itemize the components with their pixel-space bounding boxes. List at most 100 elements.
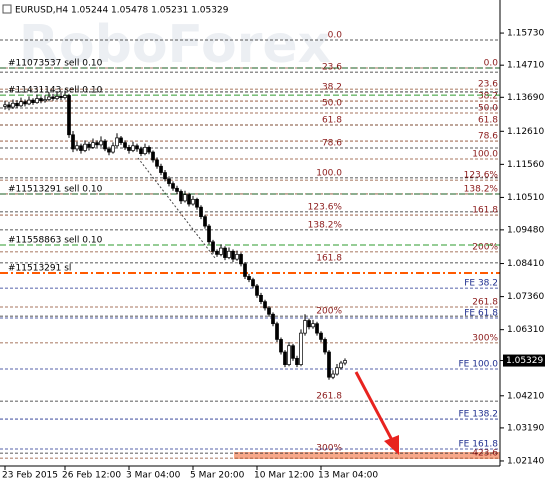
order-label: #11513291 sl [8,263,71,273]
candle-body [7,104,11,108]
header-icon [2,4,12,14]
candle-body [35,98,39,103]
candle-body [203,216,207,227]
arrow-head [384,435,399,455]
candle-body [11,102,15,108]
candle-body [111,145,115,153]
y-tick-label: 1.04210 [507,391,544,401]
candle-body [63,95,67,98]
candle-body [227,250,231,258]
candle-body [235,254,239,260]
y-tick-label: 1.06310 [507,325,544,335]
candle-body [255,285,259,296]
candle-body [107,148,111,153]
candle-body [307,320,311,328]
x-tick-label: 13 Mar 04:00 [318,471,378,481]
fib-level-label: 123.6% [464,171,499,181]
candle-body [55,95,59,99]
fib-level-label: 38.2 [322,82,342,92]
candle-body [315,323,319,334]
order-label: #11431143 sell 0.10 [8,86,103,96]
candle-body [251,279,255,287]
candle-body [339,362,343,369]
last-price-label: 1.05329 [506,356,543,366]
candle-body [239,254,243,265]
fib-level-label: FE 38.2 [464,279,498,289]
fib-level-label: 50.0 [322,98,342,108]
watermark: RoboForex [19,15,331,75]
fib-level-label: 0.0 [484,59,499,69]
fib-level-label: 200% [472,242,498,252]
candle-body [263,301,267,309]
candle-body [151,151,155,161]
candle-body [243,263,247,277]
candle-body [127,147,131,151]
candle-body [223,247,227,258]
x-tick-label: 10 Mar 12:00 [254,471,314,481]
chart-title: EURUSD,H4 1.05244 1.05478 1.05231 1.0532… [15,6,229,16]
candle-body [87,143,91,148]
candle-body [275,323,279,340]
candle-body [311,323,315,328]
candle-body [191,198,195,205]
candle-body [99,140,103,146]
x-tick-label: 5 Mar 20:00 [190,471,245,481]
candle-body [187,194,191,205]
fib-level-label: 261.8 [316,392,342,402]
fib-level-label: 23.6 [322,63,342,73]
fib-level-label: 161.8 [316,253,342,263]
candle-body [51,96,55,99]
candle-body [27,99,31,105]
candle-body [259,294,263,302]
candle-body [303,320,307,334]
candle-body [71,134,75,150]
candle-body [103,140,107,150]
candle-body [215,250,219,255]
candle-body [211,241,215,252]
candle-body [279,339,283,353]
fib-level-label: FE 61.8 [464,309,498,319]
y-tick-label: 1.08410 [507,259,544,269]
fib-level-label: 100.0 [316,168,342,178]
candle-body [15,102,19,107]
candle-body [39,98,43,102]
candle-body [319,332,323,340]
order-label: #11558863 sell 0.10 [8,235,103,245]
candle-body [75,145,79,150]
fib-level-label: 61.8 [322,116,342,126]
y-tick-label: 1.15730 [507,29,544,39]
y-tick-label: 1.09480 [507,225,544,235]
candle-body [299,332,303,365]
fib-level-label: 423.6 [472,449,498,459]
fib-level-label: 123.6% [308,202,343,212]
candle-body [59,95,63,98]
candle-body [3,104,7,107]
candle-body [43,99,47,102]
fib-level-label: 138.2% [464,184,499,194]
candle-body [83,143,87,151]
candle-body [159,165,163,173]
y-tick-label: 1.02140 [507,456,544,466]
x-tick-label: 26 Feb 12:00 [62,471,121,481]
candle-body [247,276,251,280]
y-tick-label: 1.14710 [507,61,544,71]
candle-body [67,95,71,136]
y-tick-label: 1.11560 [507,160,544,170]
candle-body [95,142,99,146]
fib-level-label: 100.0 [472,150,498,160]
y-tick-label: 1.13690 [507,93,544,103]
fib-level-label: 300% [316,444,342,454]
candle-body [119,137,123,143]
y-tick-label: 1.03190 [507,423,544,433]
fib-level-label: 300% [472,333,498,343]
candle-body [231,250,235,260]
candle-body [163,172,167,180]
y-tick-label: 1.12610 [507,127,544,137]
candle-body [131,145,135,151]
candle-body [199,206,203,217]
candle-body [287,345,291,365]
order-label: #11513291 sell 0.10 [8,184,103,194]
candle-body [143,147,147,155]
target-zone [234,452,500,459]
